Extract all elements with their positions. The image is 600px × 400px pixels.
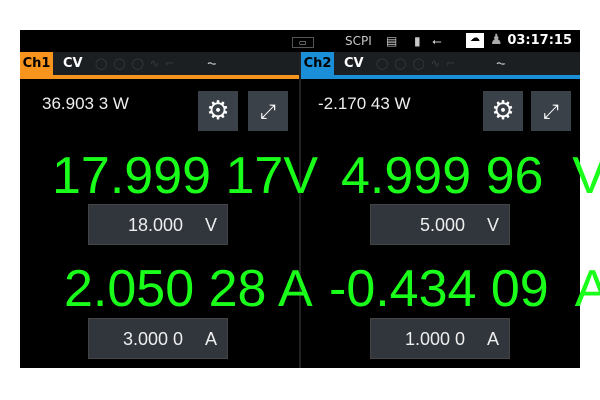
gear-icon: ⚙ [206, 96, 230, 126]
ch2-measured-voltage: 4.999 96 V [341, 147, 600, 205]
ch1-power: 36.903 3 W [42, 94, 129, 113]
ch2-settings-button[interactable]: ⚙ [483, 91, 523, 131]
usb-icon: ⭠ [432, 34, 442, 48]
ch2-trace-icon[interactable]: ⏦ [496, 56, 506, 70]
ch2-voltage-setpoint[interactable]: 5.000 V [370, 204, 510, 245]
ch1-voltage-setpoint[interactable]: 18.000 V [88, 204, 228, 245]
ch2-power: -2.170 43 W [318, 94, 411, 113]
ch1-voltage-set-value: 18.000 [127, 215, 183, 235]
interface-port-icon: ▭ [292, 37, 314, 48]
channel-divider [299, 52, 301, 368]
tab-ch2[interactable]: Ch2 [301, 52, 334, 75]
ch2-underline [301, 75, 580, 79]
ch2-voltage-set-unit: V [486, 215, 499, 235]
scpi-label: SCPI [345, 34, 372, 48]
ch1-mode-badge: CV [63, 56, 83, 71]
tab-ch1[interactable]: Ch1 [20, 52, 53, 75]
ch1-current-limit[interactable]: 3.000 0 A [88, 318, 228, 359]
ch1-underline [20, 75, 299, 79]
logging-icon: ▤ [386, 34, 398, 48]
ch2-expand-button[interactable]: ⤢ [531, 91, 571, 131]
ch1-measured-current: 2.050 28 A [64, 260, 313, 318]
ch1-voltage-set-unit: V [204, 215, 217, 235]
ch2-current-limit[interactable]: 1.000 0 A [370, 318, 510, 359]
ch2-inactive-indicators: ◯◯◯∿⌐ [376, 57, 462, 70]
ch2-panel: -2.170 43 W ⚙ ⤢ 4.999 96 V 5.000 V -0.434… [301, 79, 600, 368]
user-icon: ♟ [490, 32, 503, 48]
ch1-inactive-indicators: ◯◯◯∿⌐ [95, 57, 181, 70]
ch1-tab-bar: Ch1 CV ◯◯◯∿⌐ ⏦ [20, 52, 299, 79]
lan-icon: ☁ [466, 33, 484, 48]
ch1-expand-button[interactable]: ⤢ [248, 91, 288, 131]
ch2-current-set-unit: A [486, 329, 499, 349]
power-supply-screen: ▭ SCPI ▤ ▮ ⭠ ☁ ♟ 03:17:15 Ch1 CV ◯◯◯∿⌐ ⏦… [20, 30, 600, 368]
ch2-measured-current: -0.434 09 A [329, 260, 600, 318]
clock: 03:17:15 [507, 33, 572, 48]
ch1-trace-icon[interactable]: ⏦ [207, 56, 217, 70]
ch1-settings-button[interactable]: ⚙ [198, 91, 238, 131]
ch1-current-set-value: 3.000 0 [122, 329, 183, 349]
ch2-voltage-set-value: 5.000 [419, 215, 465, 235]
gear-icon: ⚙ [491, 96, 515, 126]
expand-icon: ⤢ [543, 99, 559, 123]
expand-icon: ⤢ [260, 99, 276, 123]
ch1-current-set-unit: A [204, 329, 217, 349]
ch2-tab-bar: Ch2 CV ◯◯◯∿⌐ ⏦ [301, 52, 580, 79]
status-bar: ▭ SCPI ▤ ▮ ⭠ ☁ ♟ 03:17:15 [20, 30, 580, 52]
ch1-panel: 36.903 3 W ⚙ ⤢ 17.999 17V 18.000 V 2.050 … [20, 79, 318, 368]
usb-stick-icon: ▮ [414, 34, 421, 48]
ch2-mode-badge: CV [344, 56, 364, 71]
ch1-measured-voltage: 17.999 17V [52, 147, 319, 205]
ch2-current-set-value: 1.000 0 [404, 329, 465, 349]
